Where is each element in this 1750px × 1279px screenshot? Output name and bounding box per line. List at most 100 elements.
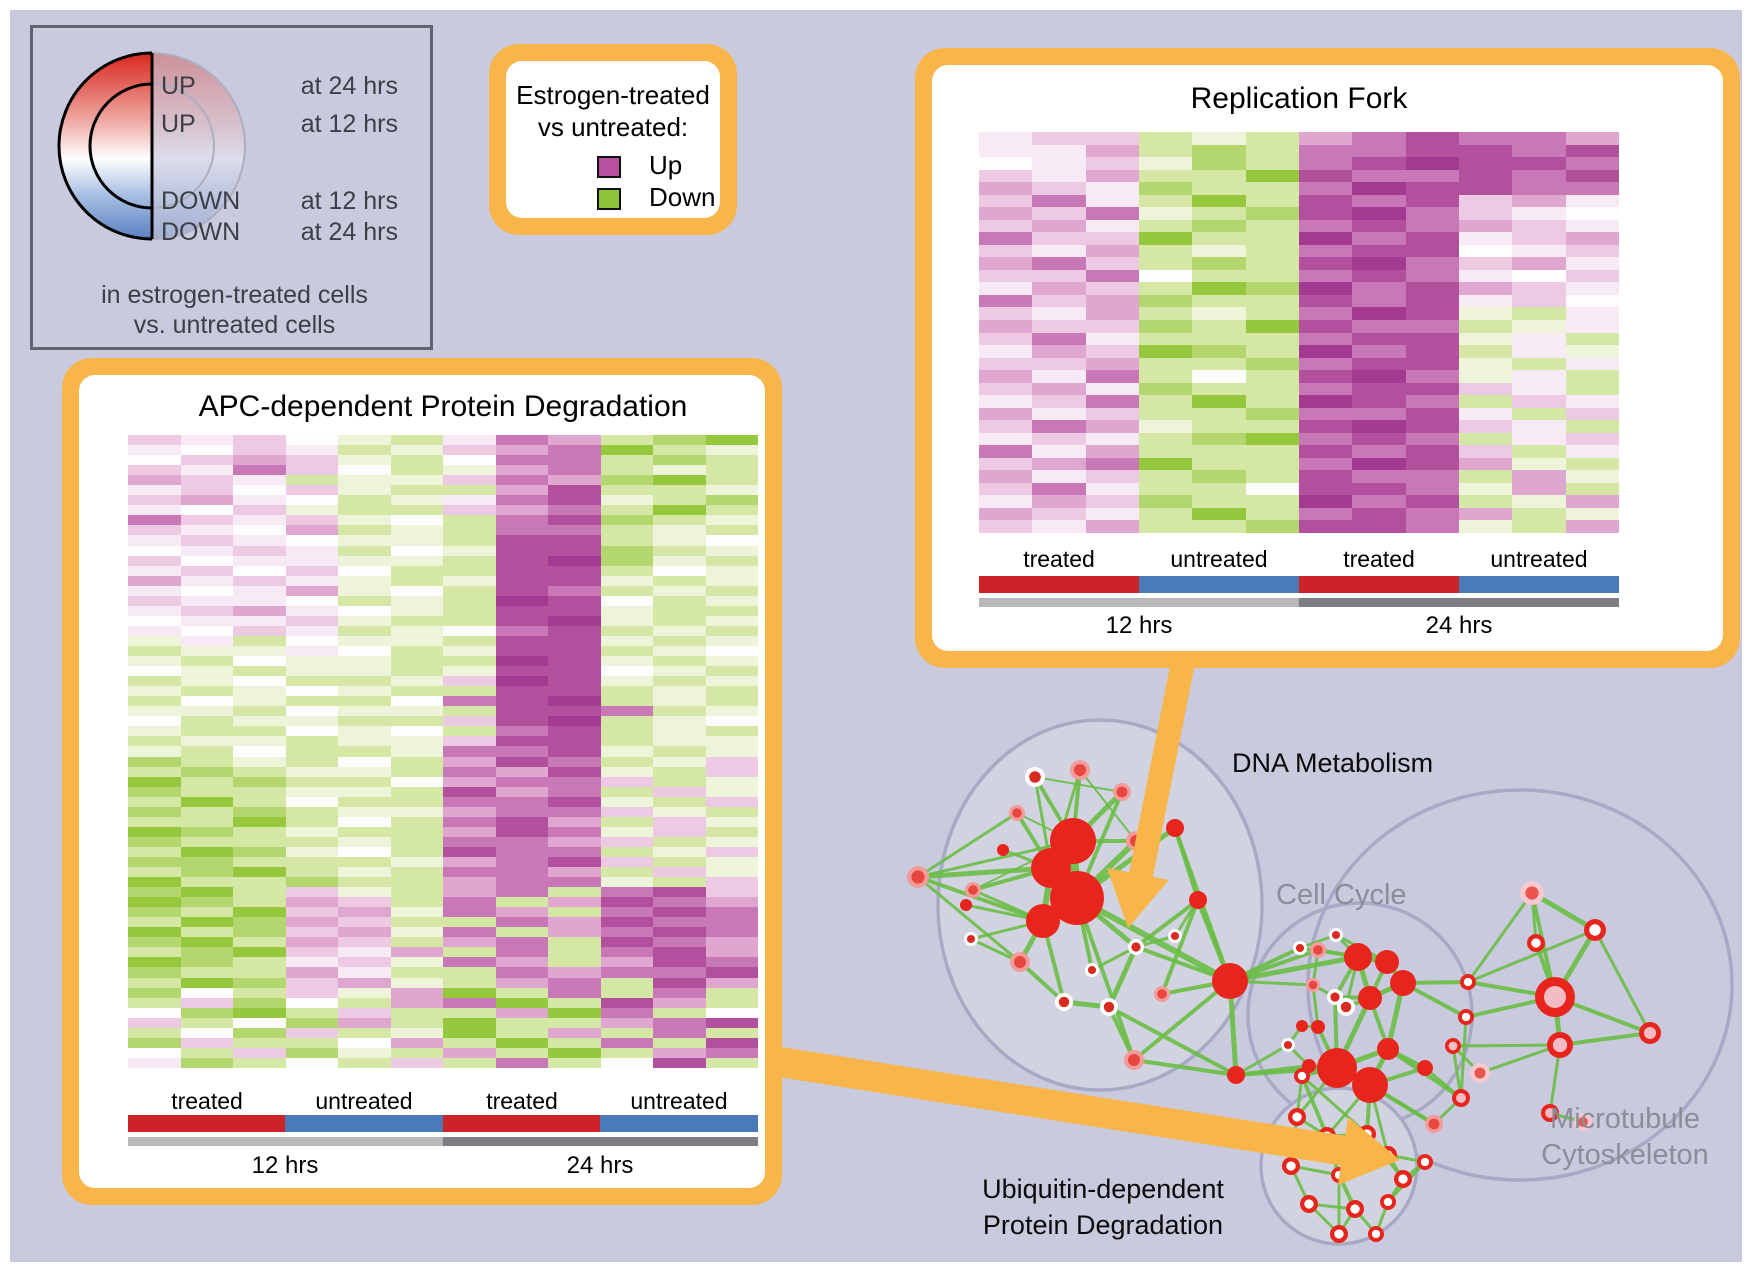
- heatmap-cell: [285, 967, 338, 978]
- heatmap-cell: [1192, 219, 1246, 233]
- network-node: [960, 899, 972, 911]
- heatmap-cell: [705, 535, 758, 546]
- heatmap-cell: [1032, 219, 1086, 233]
- heatmap-cell: [390, 706, 443, 717]
- heatmap-row: [128, 977, 758, 988]
- network-edge: [1558, 1031, 1652, 1047]
- heatmap-cell: [180, 997, 233, 1008]
- heatmap-cell: [600, 1017, 653, 1028]
- heatmap-cell: [600, 696, 653, 707]
- heatmap-cell: [180, 947, 233, 958]
- heatmap-cell: [1565, 370, 1619, 383]
- heatmap-cell: [979, 269, 1033, 283]
- heatmap-row: [128, 1057, 758, 1068]
- heatmap-cell: [495, 555, 548, 566]
- heatmap-cell: [1192, 169, 1246, 183]
- heatmap-cell: [390, 1027, 443, 1038]
- heatmap-cell: [1298, 520, 1353, 533]
- heatmap-cell: [548, 756, 601, 767]
- heatmap-cell: [285, 676, 338, 687]
- network-edge: [1451, 1043, 1562, 1048]
- heatmap-cell: [653, 525, 706, 536]
- heatmap-cell: [495, 535, 548, 546]
- heatmap-cell: [128, 585, 181, 596]
- heatmap-cell: [338, 676, 391, 687]
- heatmap-cell: [1085, 257, 1139, 270]
- heatmap-cell: [390, 615, 443, 626]
- heatmap-cell: [443, 505, 496, 516]
- heatmap-cell: [1138, 370, 1193, 383]
- heatmap-cell: [600, 686, 653, 697]
- heatmap-cell: [705, 435, 758, 446]
- heatmap-cell: [1352, 407, 1406, 421]
- heatmap-cell: [600, 535, 653, 546]
- heatmap-cell: [233, 525, 286, 536]
- heatmap-cell: [1138, 445, 1193, 458]
- heatmap-cell: [548, 826, 601, 837]
- heatmap-cell: [495, 545, 548, 556]
- heatmap-cell: [548, 615, 601, 626]
- heatmap-cell: [233, 766, 286, 777]
- heatmap-cell: [705, 937, 758, 948]
- heatmap-cell: [1032, 132, 1086, 145]
- heatmap-cell: [1352, 232, 1406, 245]
- ubiquitin-label-line2: Protein Degradation: [982, 1210, 1224, 1240]
- network-node: [1350, 1204, 1360, 1214]
- heatmap-cell: [180, 987, 233, 998]
- heatmap-cell: [495, 505, 548, 516]
- heatmap-cell: [233, 475, 286, 486]
- heatmap-row: [128, 796, 758, 807]
- heatmap-cell: [548, 515, 601, 526]
- heatmap-cell: [128, 977, 181, 988]
- heatmap-cell: [1565, 507, 1619, 521]
- heatmap-cell: [1405, 319, 1459, 333]
- heatmap-cell: [128, 706, 181, 717]
- heatmap-cell: [653, 977, 706, 988]
- heatmap-cell: [390, 625, 443, 636]
- heatmap-cell: [1405, 307, 1459, 320]
- heatmap-cell: [1138, 482, 1193, 496]
- ring-time-12b: at 12 hrs: [300, 187, 398, 215]
- heatmap-row: [128, 1037, 758, 1048]
- heatmap-cell: [128, 635, 181, 646]
- heatmap-row: [128, 615, 758, 626]
- network-node: [1643, 1026, 1657, 1040]
- heatmap-cell: [1565, 194, 1619, 208]
- heatmap-cell: [443, 666, 496, 677]
- heatmap-cell: [1565, 257, 1619, 270]
- heatmap-cell: [443, 485, 496, 496]
- heatmap-cell: [705, 766, 758, 777]
- up-label: Up: [649, 150, 683, 180]
- rf-group-label-3: treated: [1343, 546, 1415, 572]
- heatmap-cell: [285, 917, 338, 928]
- heatmap-cell: [128, 766, 181, 777]
- ring-time-24: at 24 hrs: [300, 72, 398, 100]
- heatmap-cell: [1352, 420, 1406, 433]
- heatmap-cell: [1458, 520, 1513, 533]
- heatmap-row: [979, 482, 1619, 496]
- heatmap-cell: [233, 515, 286, 526]
- heatmap-cell: [180, 435, 233, 446]
- ring-time-24b: at 24 hrs: [300, 218, 398, 246]
- heatmap-cell: [979, 157, 1033, 170]
- heatmap-cell: [495, 836, 548, 847]
- heatmap-cell: [1032, 520, 1086, 533]
- network-edge: [1234, 1043, 1290, 1077]
- heatmap-cell: [653, 595, 706, 606]
- heatmap-cell: [1192, 157, 1246, 170]
- heatmap-row: [128, 907, 758, 918]
- heatmap-cell: [285, 867, 338, 878]
- heatmap-cell: [285, 575, 338, 586]
- network-node: [997, 844, 1009, 856]
- heatmap-cell: [233, 937, 286, 948]
- heatmap-cell: [548, 635, 601, 646]
- heatmap-cell: [705, 826, 758, 837]
- heatmap-cell: [705, 465, 758, 476]
- heatmap-cell: [653, 746, 706, 757]
- heatmap-cell: [1565, 307, 1619, 320]
- heatmap-cell: [979, 470, 1033, 483]
- heatmap-cell: [338, 997, 391, 1008]
- heatmap-cell: [1245, 470, 1299, 483]
- heatmap-cell: [1245, 307, 1299, 320]
- heatmap-cell: [495, 987, 548, 998]
